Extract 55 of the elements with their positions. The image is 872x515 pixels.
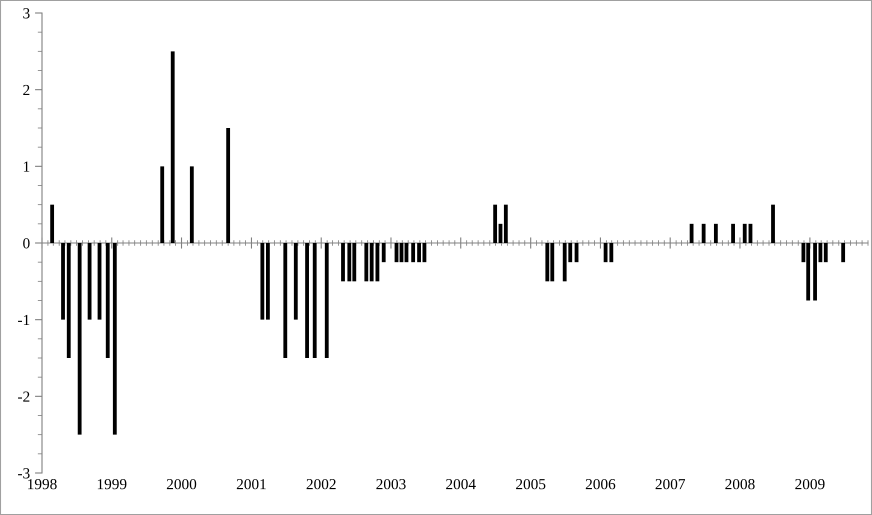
bar	[771, 204, 775, 243]
bar	[294, 243, 298, 320]
bar	[562, 243, 567, 282]
bar	[324, 243, 329, 358]
y-tick-label: 3	[23, 8, 30, 18]
x-tick-label: 2006	[586, 478, 616, 490]
bar	[283, 243, 288, 358]
bar	[88, 243, 92, 320]
bar	[382, 243, 386, 262]
bar	[609, 243, 614, 262]
y-tick-label: 1	[24, 162, 30, 172]
bar	[375, 243, 380, 282]
x-tick-label: 2005	[516, 478, 546, 490]
bar	[61, 243, 65, 320]
x-tick-label: 2001	[236, 478, 266, 490]
bar	[568, 243, 572, 262]
bar	[702, 224, 706, 243]
bar	[411, 243, 416, 262]
bar	[742, 224, 747, 243]
x-tick-label: 2008	[725, 478, 755, 490]
x-tick-label: 2004	[446, 478, 476, 490]
x-tick-label: 2009	[795, 478, 825, 490]
y-tick-label: 2	[23, 84, 30, 95]
bar	[50, 204, 54, 243]
x-tick-label: 2007	[656, 478, 686, 490]
bar	[370, 243, 374, 282]
bar	[604, 243, 608, 262]
bar	[305, 243, 309, 358]
bar	[841, 243, 846, 262]
bar	[690, 224, 694, 243]
x-tick-label: 1999	[98, 479, 126, 490]
bar	[574, 243, 578, 262]
bar	[112, 243, 117, 435]
y-tick-label: -3	[18, 468, 30, 478]
bar	[731, 224, 735, 243]
bar	[160, 166, 164, 243]
bar	[312, 243, 317, 358]
y-tick-label: -2	[18, 392, 30, 402]
bar	[190, 166, 194, 243]
bar	[170, 51, 175, 243]
bar	[226, 128, 230, 243]
bar	[341, 243, 345, 282]
bar	[66, 243, 71, 358]
x-tick-label: 2000	[166, 478, 196, 490]
y-tick-label: -1	[18, 314, 30, 325]
x-tick-label: 2003	[376, 478, 406, 490]
bar	[714, 224, 718, 243]
x-tick-label: 1998	[28, 478, 57, 490]
bar	[78, 243, 82, 435]
y-tick-label: 0	[23, 238, 30, 248]
x-tick-label: 2002	[306, 478, 336, 490]
bar	[364, 243, 368, 282]
bar	[98, 243, 102, 320]
bar	[106, 243, 110, 358]
bar	[748, 224, 752, 243]
